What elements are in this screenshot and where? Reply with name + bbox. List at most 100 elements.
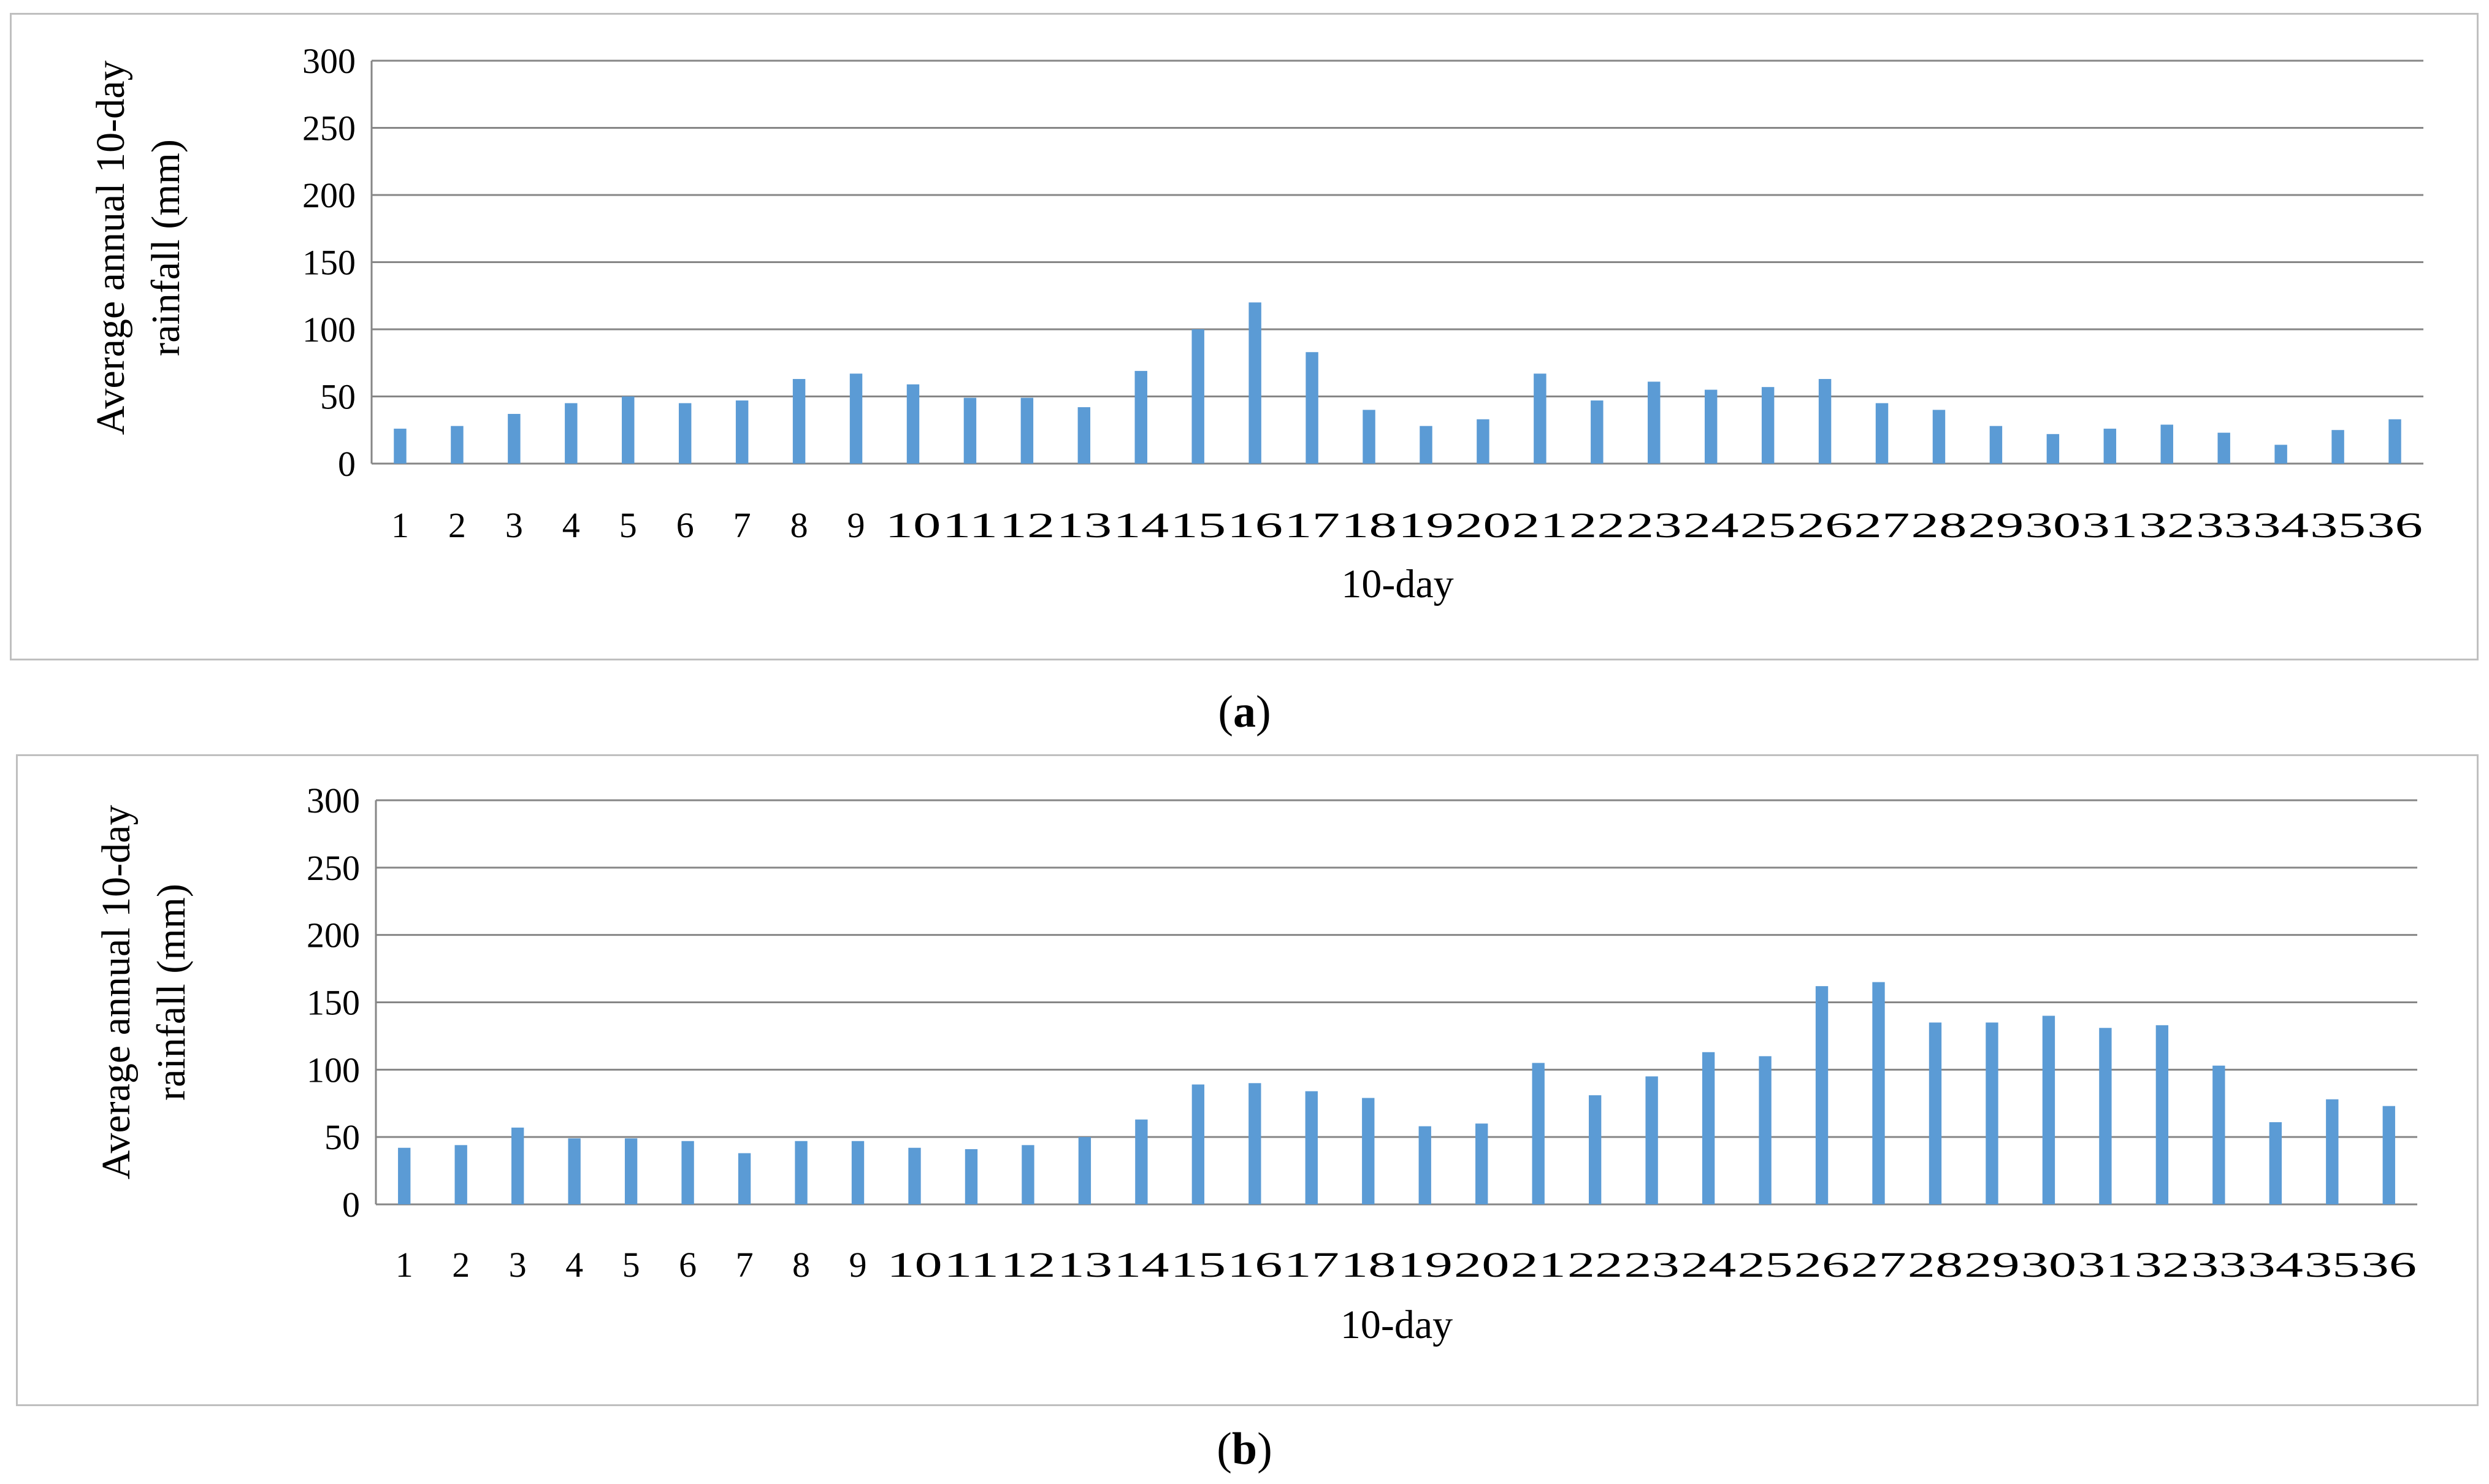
x-tick-label-a-35: 35	[2310, 505, 2366, 545]
y-tick-label-b-6: 300	[307, 781, 360, 820]
bar-a-23	[1648, 381, 1661, 464]
x-tick-label-a-36: 36	[2367, 505, 2423, 545]
bar-a-24	[1704, 389, 1718, 464]
y-tick-label-a-2: 100	[302, 310, 356, 350]
bar-a-18	[1363, 410, 1375, 464]
bar-b-12	[1022, 1145, 1034, 1204]
bar-b-9	[851, 1141, 865, 1204]
bar-a-16	[1248, 302, 1261, 464]
bar-b-31	[2099, 1028, 2112, 1204]
caption-a-open: (	[1218, 687, 1233, 737]
x-tick-label-b-21: 21	[1510, 1245, 1566, 1285]
bar-a-4	[565, 403, 578, 464]
x-tick-label-b-33: 33	[2191, 1245, 2246, 1285]
y-tick-label-b-3: 150	[307, 983, 360, 1023]
bar-b-8	[795, 1141, 808, 1204]
bar-a-3	[508, 413, 521, 464]
x-tick-label-b-23: 23	[1624, 1245, 1679, 1285]
x-tick-label-b-11: 11	[944, 1245, 999, 1285]
bar-a-7	[735, 400, 749, 464]
x-tick-label-b-1: 1	[396, 1245, 413, 1285]
x-tick-label-a-31: 31	[2082, 505, 2138, 545]
x-tick-label-a-2: 2	[448, 505, 466, 545]
caption-b-open: (	[1217, 1424, 1232, 1474]
y-axis-title-a-line-2: rainfall (mm)	[143, 139, 188, 356]
x-tick-label-b-13: 13	[1057, 1245, 1112, 1285]
x-tick-label-b-20: 20	[1454, 1245, 1509, 1285]
x-tick-label-b-35: 35	[2304, 1245, 2360, 1285]
x-axis-title-b: 10-day	[1340, 1302, 1453, 1347]
x-tick-label-a-17: 17	[1284, 505, 1340, 545]
bar-b-32	[2155, 1025, 2169, 1204]
bar-a-13	[1077, 407, 1091, 464]
x-tick-label-a-24: 24	[1683, 505, 1739, 545]
bar-b-13	[1078, 1137, 1092, 1204]
bar-a-20	[1477, 419, 1489, 464]
bar-b-15	[1191, 1084, 1205, 1204]
x-tick-label-a-27: 27	[1854, 505, 1910, 545]
y-axis-title-a-line-1: Average annual 10-day	[88, 61, 133, 435]
bar-a-19	[1420, 426, 1432, 464]
x-tick-label-b-18: 18	[1340, 1245, 1396, 1285]
bar-a-15	[1191, 329, 1204, 464]
x-tick-label-a-11: 11	[942, 505, 998, 545]
bar-a-30	[2046, 434, 2060, 464]
x-tick-label-a-15: 15	[1170, 505, 1226, 545]
bar-b-5	[624, 1138, 638, 1204]
x-tick-label-a-18: 18	[1341, 505, 1397, 545]
bar-a-9	[849, 373, 863, 464]
x-tick-label-b-24: 24	[1681, 1245, 1736, 1285]
chart-panel-b: 0 50 100 150 200 250 300 1 2 3 4 5 6 7 8 9 10 11 12 13 14 15 1…	[16, 754, 2479, 1406]
x-tick-label-a-26: 26	[1797, 505, 1853, 545]
y-tick-label-a-0: 0	[338, 444, 356, 484]
caption-a-letter: a	[1233, 687, 1256, 737]
x-tick-label-a-13: 13	[1056, 505, 1112, 545]
x-tick-label-a-22: 22	[1569, 505, 1625, 545]
bar-b-34	[2269, 1122, 2282, 1204]
x-axis-title-a: 10-day	[1341, 562, 1453, 606]
bar-b-3	[511, 1127, 524, 1204]
bar-b-18	[1362, 1098, 1375, 1204]
bar-a-10	[906, 384, 920, 464]
y-tick-label-a-6: 300	[302, 41, 356, 81]
bar-b-10	[908, 1147, 921, 1204]
x-tick-label-a-1: 1	[391, 505, 409, 545]
x-tick-label-b-10: 10	[887, 1245, 942, 1285]
x-tick-label-a-30: 30	[2025, 505, 2081, 545]
bar-b-22	[1588, 1095, 1602, 1204]
y-tick-label-a-3: 150	[302, 243, 356, 283]
x-tick-label-a-5: 5	[619, 505, 637, 545]
x-tick-label-a-19: 19	[1398, 505, 1454, 545]
bar-b-1	[398, 1147, 411, 1204]
bar-b-26	[1815, 986, 1829, 1204]
y-axis-title-b-line-1: Average annual 10-day	[94, 805, 139, 1180]
bar-b-35	[2326, 1099, 2339, 1204]
x-tick-label-a-8: 8	[790, 505, 808, 545]
x-tick-label-b-31: 31	[2078, 1245, 2133, 1285]
y-tick-label-a-4: 200	[302, 175, 356, 215]
bar-a-28	[1932, 410, 1946, 464]
bar-b-7	[738, 1153, 751, 1204]
bar-a-12	[1020, 397, 1034, 464]
x-tick-label-b-27: 27	[1851, 1245, 1906, 1285]
x-tick-label-b-4: 4	[565, 1245, 583, 1285]
bar-a-25	[1761, 387, 1775, 464]
x-tick-label-b-19: 19	[1397, 1245, 1453, 1285]
chart-panel-a: 0 50 100 150 200 250 300 1 2 3 4 5 6 7 8 9 10 11 12 13 14 15 1…	[10, 13, 2479, 660]
x-tick-label-a-32: 32	[2139, 505, 2195, 545]
x-tick-label-a-20: 20	[1455, 505, 1511, 545]
bar-b-25	[1759, 1056, 1772, 1204]
bar-b-27	[1872, 982, 1885, 1204]
bar-b-6	[681, 1141, 694, 1204]
x-tick-label-b-8: 8	[792, 1245, 810, 1285]
bar-b-30	[2042, 1015, 2055, 1204]
x-tick-label-b-9: 9	[849, 1245, 867, 1285]
y-axis-title-b-line-2: rainfall (mm)	[149, 884, 194, 1101]
bar-a-32	[2160, 424, 2173, 464]
x-tick-label-a-28: 28	[1911, 505, 1967, 545]
caption-b: (b)	[0, 1426, 2489, 1472]
x-tick-label-b-34: 34	[2248, 1245, 2303, 1285]
x-tick-label-a-10: 10	[885, 505, 941, 545]
x-tick-label-a-16: 16	[1227, 505, 1283, 545]
x-tick-label-a-34: 34	[2253, 505, 2309, 545]
